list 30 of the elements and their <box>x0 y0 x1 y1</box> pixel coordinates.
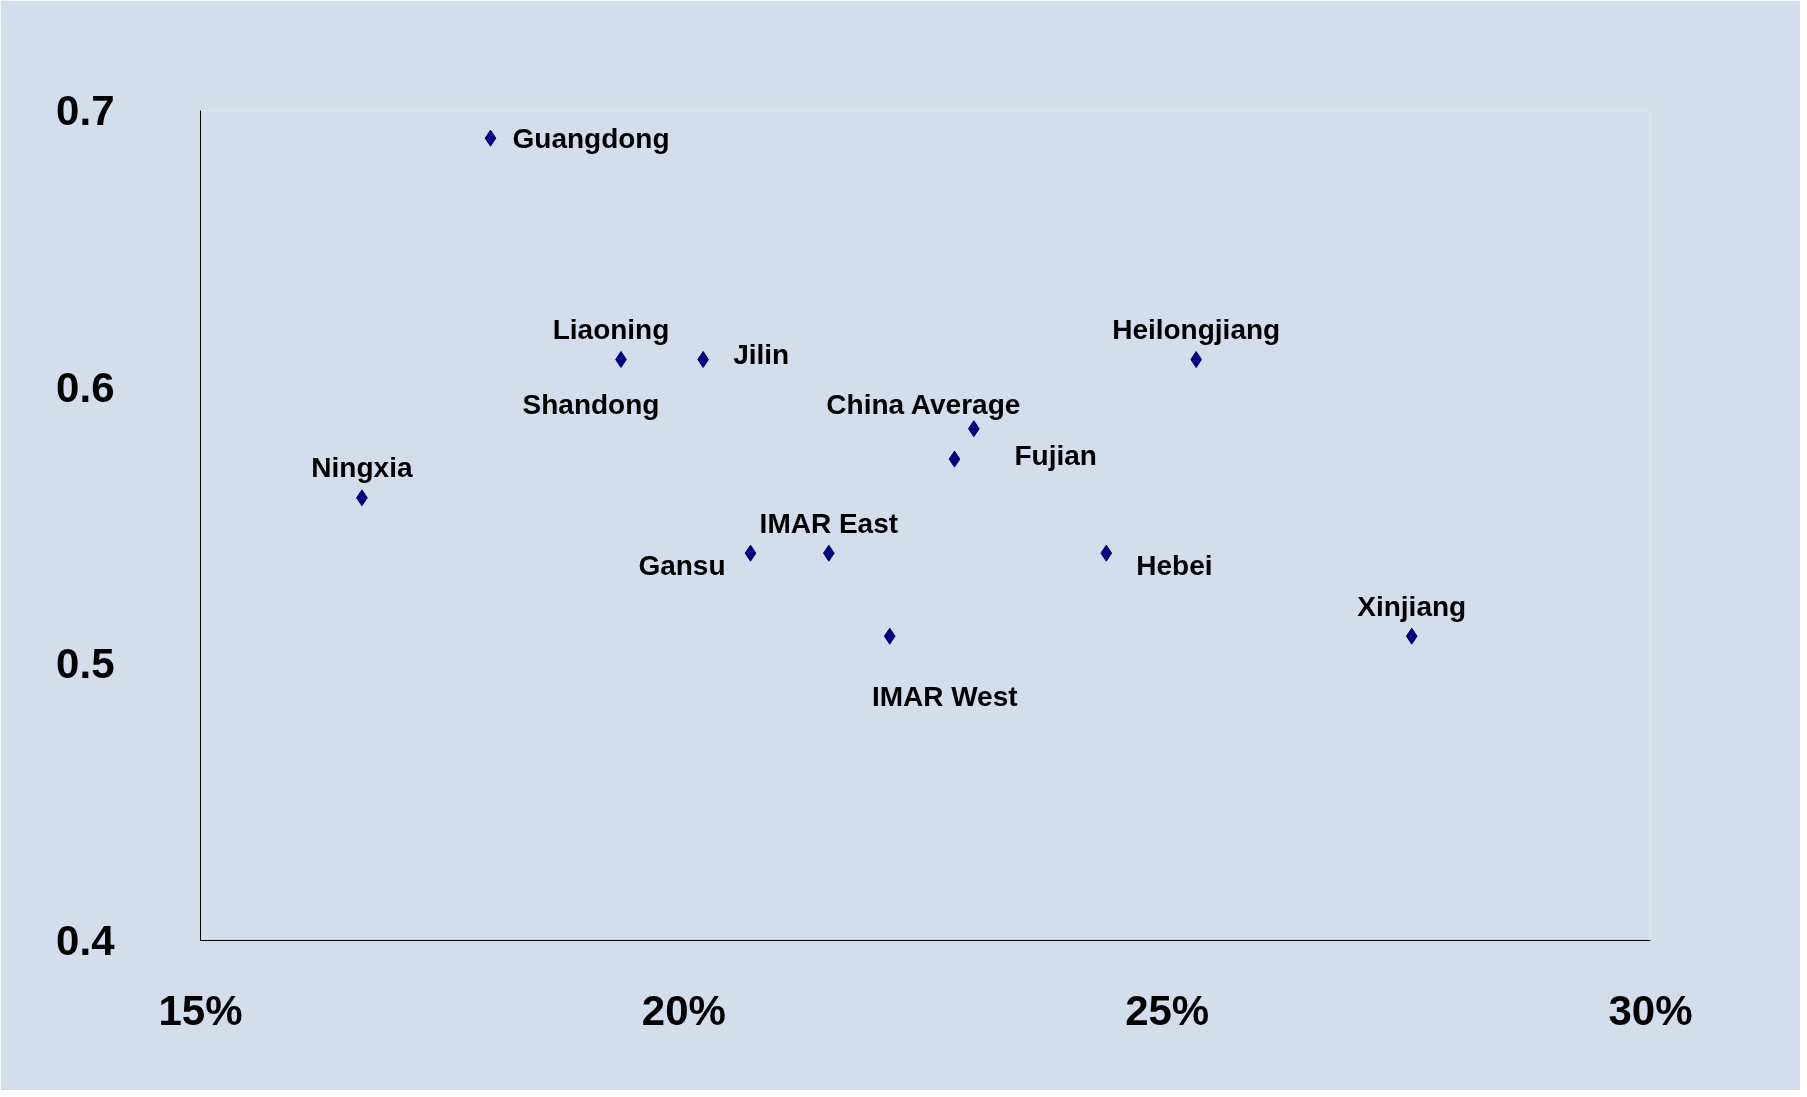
annotation: IMAR East <box>759 507 899 539</box>
annotation: Fujian <box>1014 439 1097 471</box>
annotation: Ningxia <box>311 452 413 484</box>
x-tick-label: 15% <box>158 986 243 1034</box>
point <box>484 129 497 147</box>
point <box>1405 627 1418 645</box>
annotation: Guangdong <box>512 122 670 154</box>
annotation: Gansu <box>638 549 726 581</box>
y-tick-label: 0.6 <box>56 363 115 411</box>
point <box>1100 544 1113 562</box>
point <box>615 351 627 368</box>
annotation: Jilin <box>733 339 790 370</box>
y-tick-label: 0.7 <box>56 87 115 134</box>
annotation: Shandong <box>522 389 660 420</box>
point <box>1190 351 1202 368</box>
point <box>744 544 757 562</box>
y-tick-label: 0.4 <box>56 917 116 964</box>
annotation: Liaoning <box>552 314 670 345</box>
annotation: Heilongjiang <box>1112 314 1281 345</box>
x-tick-label: 30% <box>1608 986 1693 1034</box>
point <box>948 450 961 468</box>
annotation: Xinjiang <box>1357 590 1467 622</box>
annotation: China Average <box>826 389 1021 421</box>
annotation: IMAR West <box>871 680 1018 712</box>
point <box>697 351 709 368</box>
point <box>883 627 896 645</box>
x-tick-label: 20% <box>641 986 726 1034</box>
x-tick-label: 25% <box>1125 986 1210 1034</box>
y-tick-label: 0.5 <box>56 640 115 688</box>
annotation: Hebei <box>1136 549 1213 581</box>
